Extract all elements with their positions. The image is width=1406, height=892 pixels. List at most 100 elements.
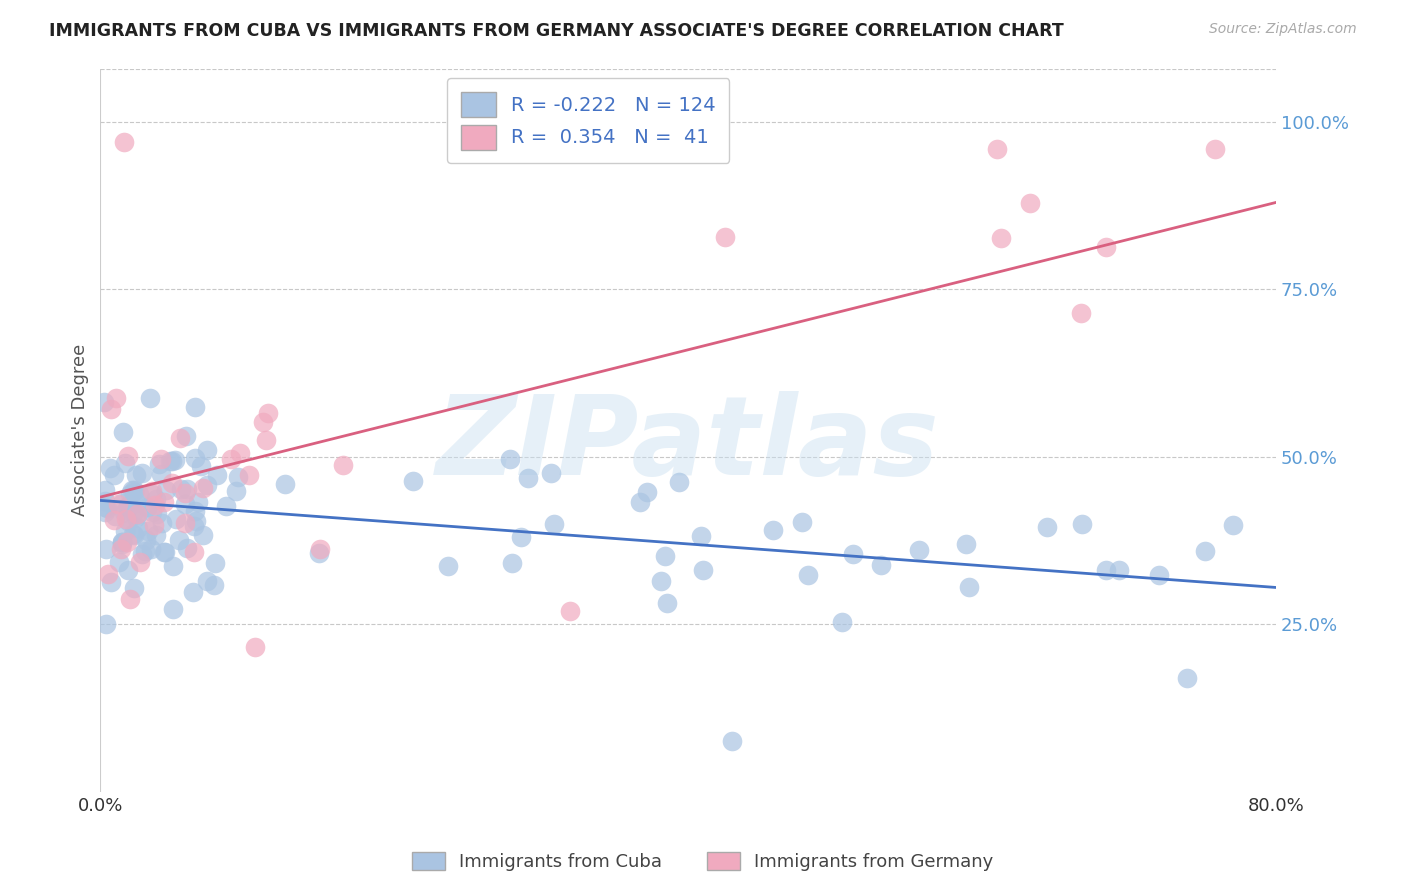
Point [143,498,166,512]
Point [183,545,205,559]
Point [181,584,204,599]
Legend: R = -0.222   N = 124, R =  0.354   N =  41: R = -0.222 N = 124, R = 0.354 N = 41 [447,78,730,163]
Point [628,494,651,508]
Point [176,541,198,555]
Point [1071,516,1094,531]
Point [636,484,658,499]
Point [141,487,163,501]
Point [146,507,169,521]
Point [104,508,127,523]
Point [176,482,198,496]
Point [990,230,1012,244]
Point [94,494,117,508]
Point [402,474,425,488]
Point [97,567,120,582]
Point [1175,671,1198,685]
Point [125,495,148,509]
Point [122,528,145,542]
Point [184,504,207,518]
Point [135,533,157,547]
Point [1018,195,1040,210]
Point [93,395,115,409]
Point [229,446,252,460]
Point [159,453,181,467]
Point [96,617,118,632]
Point [127,507,149,521]
Point [108,555,131,569]
Point [762,523,785,537]
Point [252,415,274,429]
Point [122,581,145,595]
Point [187,495,209,509]
Point [721,734,744,748]
Point [202,577,225,591]
Point [986,142,1008,156]
Point [112,135,135,149]
Point [501,557,523,571]
Point [1095,564,1118,578]
Point [162,558,184,573]
Point [111,535,134,549]
Point [797,568,820,582]
Point [195,443,218,458]
Point [540,466,562,480]
Point [115,534,138,549]
Point [245,640,267,655]
Point [955,537,977,551]
Point [93,500,115,515]
Point [510,530,533,544]
Point [183,519,205,533]
Point [1108,563,1130,577]
Point [103,468,125,483]
Point [118,591,141,606]
Point [195,477,218,491]
Point [219,451,242,466]
Point [153,545,176,559]
Point [117,514,139,528]
Point [125,467,148,482]
Point [139,391,162,405]
Point [790,515,813,529]
Point [111,534,134,549]
Point [274,476,297,491]
Point [205,468,228,483]
Point [145,491,167,506]
Point [150,452,173,467]
Point [139,541,162,556]
Point [169,431,191,445]
Point [195,574,218,588]
Point [112,505,135,519]
Point [183,400,205,414]
Point [226,470,249,484]
Point [98,461,121,475]
Point [96,501,118,516]
Point [498,451,520,466]
Point [957,580,980,594]
Point [170,483,193,497]
Point [516,471,538,485]
Point [93,483,115,497]
Point [150,516,173,530]
Point [692,563,714,577]
Point [1095,240,1118,254]
Point [1070,305,1092,319]
Point [136,524,159,538]
Point [134,544,156,558]
Point [908,543,931,558]
Point [225,484,247,499]
Legend: Immigrants from Cuba, Immigrants from Germany: Immigrants from Cuba, Immigrants from Ge… [405,845,1001,879]
Text: ZIPatlas: ZIPatlas [436,391,941,498]
Point [122,484,145,499]
Point [1194,543,1216,558]
Point [135,500,157,514]
Point [141,484,163,499]
Point [122,483,145,497]
Point [191,528,214,542]
Point [1147,568,1170,582]
Point [437,558,460,573]
Point [543,517,565,532]
Point [174,429,197,443]
Point [162,602,184,616]
Point [141,505,163,519]
Point [129,555,152,569]
